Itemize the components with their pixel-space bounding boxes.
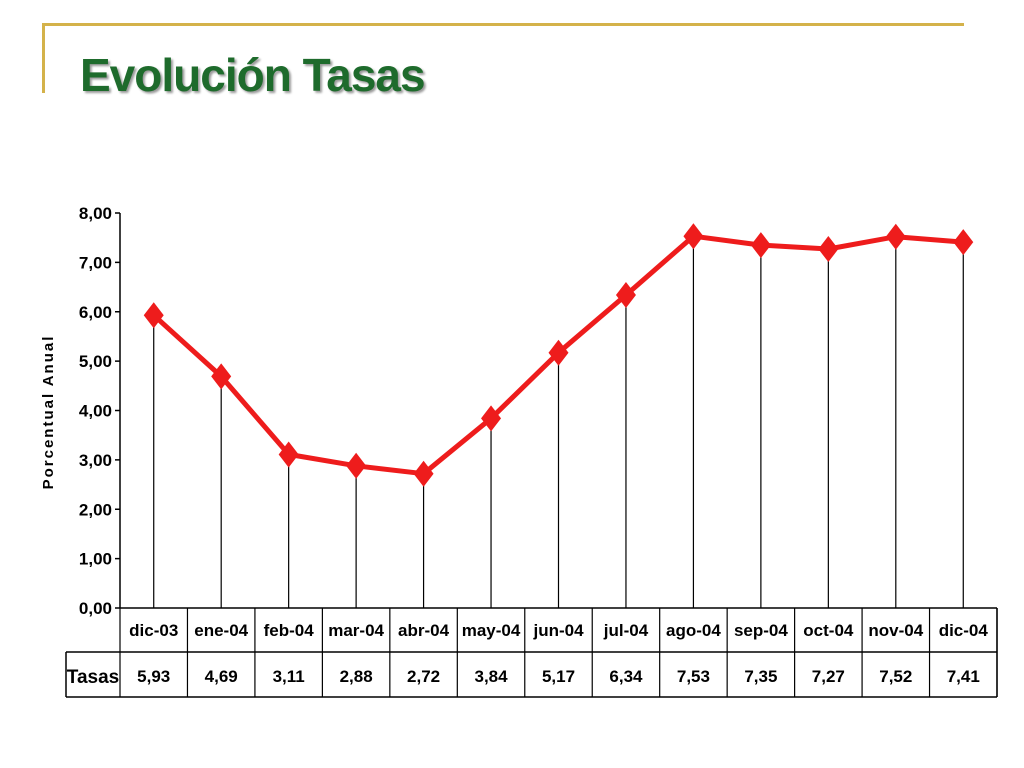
decorative-top-line xyxy=(42,23,964,26)
data-table: dic-03 ene-04 feb-04 mar-04 abr-04 may-04 jun-… xyxy=(65,608,998,698)
x-category-label: dic-04 xyxy=(939,621,989,640)
data-value-label: 3,84 xyxy=(474,667,508,686)
data-value-label: 7,27 xyxy=(812,667,845,686)
data-value-label: 4,69 xyxy=(205,667,238,686)
data-point-marker xyxy=(413,460,434,487)
data-value-label: 7,53 xyxy=(677,667,710,686)
decorative-left-line xyxy=(42,23,45,93)
drop-lines xyxy=(153,236,964,608)
x-category-label: mar-04 xyxy=(328,621,384,640)
data-value-label: 6,34 xyxy=(609,667,643,686)
x-category-label: ene-04 xyxy=(194,621,248,640)
x-category-label: feb-04 xyxy=(264,621,315,640)
data-point-marker xyxy=(346,452,367,479)
data-value-label: 7,52 xyxy=(879,667,912,686)
data-point-marker xyxy=(818,236,839,263)
y-tick-label: 5,00 xyxy=(79,352,112,371)
x-category-label: oct-04 xyxy=(803,621,854,640)
slide-title: Evolución Tasas xyxy=(80,49,426,101)
y-tick-label: 0,00 xyxy=(79,599,112,618)
y-tick-label: 1,00 xyxy=(79,550,112,569)
x-category-label: jul-04 xyxy=(603,621,649,640)
chart-axes xyxy=(115,212,997,609)
data-point-marker xyxy=(278,441,299,468)
x-category-label: sep-04 xyxy=(734,621,788,640)
data-point-marker xyxy=(615,281,636,308)
data-point-marker xyxy=(750,232,771,259)
x-category-label: ago-04 xyxy=(666,621,721,640)
data-point-marker xyxy=(143,302,164,329)
data-value-label: 5,17 xyxy=(542,667,575,686)
data-value-label: 3,11 xyxy=(273,667,305,686)
y-tick-labels: 0,00 1,00 2,00 3,00 4,00 5,00 6,00 7,00 8,00 xyxy=(79,204,112,618)
y-tick-label: 6,00 xyxy=(79,303,112,322)
data-point-marker xyxy=(885,223,906,250)
y-tick-label: 3,00 xyxy=(79,451,112,470)
x-category-label: nov-04 xyxy=(868,621,923,640)
data-value-label: 7,41 xyxy=(947,667,980,686)
data-point-marker xyxy=(953,229,974,256)
data-point-marker xyxy=(481,405,502,432)
y-tick-label: 8,00 xyxy=(79,204,112,223)
y-axis-title: Porcentual Anual xyxy=(40,335,57,490)
y-tick-label: 7,00 xyxy=(79,253,112,272)
data-point-marker xyxy=(211,363,232,390)
data-value-label: 7,35 xyxy=(744,667,777,686)
data-value-label: 2,88 xyxy=(340,667,373,686)
series-tasas xyxy=(143,223,974,487)
y-tick-label: 2,00 xyxy=(79,500,112,519)
x-category-label: abr-04 xyxy=(398,621,450,640)
x-category-label: may-04 xyxy=(462,621,521,640)
data-point-marker xyxy=(683,223,704,250)
data-point-marker xyxy=(548,339,569,366)
series-row-label: Tasas xyxy=(67,667,119,688)
y-tick-label: 4,00 xyxy=(79,402,112,421)
data-value-label: 2,72 xyxy=(407,667,440,686)
x-category-label: jun-04 xyxy=(532,621,584,640)
data-value-label: 5,93 xyxy=(137,667,170,686)
x-category-label: dic-03 xyxy=(129,621,178,640)
